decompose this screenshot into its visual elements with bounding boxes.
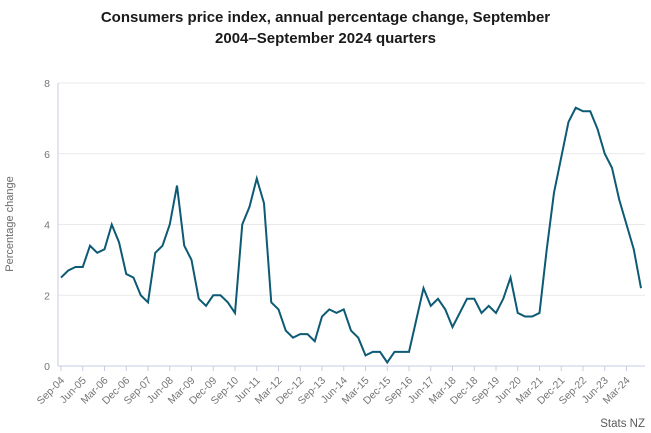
chart-title-line1: Consumers price index, annual percentage… [100, 9, 551, 26]
y-tick-label: 8 [44, 78, 50, 90]
y-tick-label: 0 [44, 361, 50, 373]
cpi-line-series [60, 106, 642, 365]
chart-title-line2: 2004–September 2024 quarters [215, 30, 436, 47]
chart-plot-area: 02468Sep-04Jun-05Mar-06Dec-06Sep-07Jun-0… [4, 78, 645, 430]
source-label: Stats NZ [600, 418, 645, 430]
y-tick-label: 2 [44, 290, 50, 302]
chart-title: Consumers price index, annual percentage… [0, 7, 651, 49]
y-tick-label: 6 [44, 149, 50, 161]
chart-generated: 02468Sep-04Jun-05Mar-06Dec-06Sep-07Jun-0… [35, 78, 645, 407]
y-tick-label: 4 [44, 220, 50, 232]
y-axis-title: Percentage change [4, 176, 16, 271]
